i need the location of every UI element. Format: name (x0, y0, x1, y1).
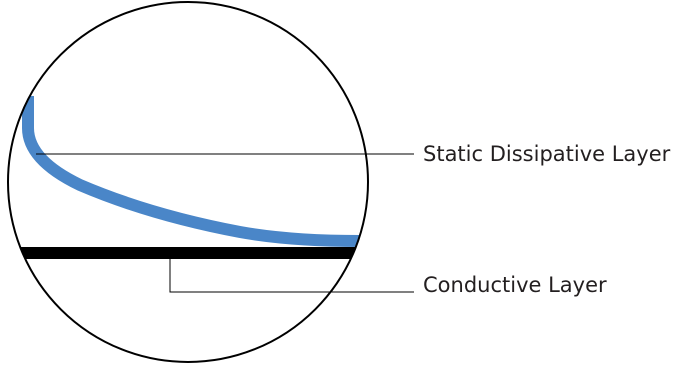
static-dissipative-layer (22, 96, 361, 247)
static-dissipative-label: Static Dissipative Layer (423, 142, 671, 166)
magnifier-interior (8, 96, 368, 259)
conductive-layer (8, 247, 368, 259)
conductive-label: Conductive Layer (423, 273, 607, 297)
conductive-leader-line (169, 259, 414, 293)
magnifier-circle (7, 1, 369, 363)
